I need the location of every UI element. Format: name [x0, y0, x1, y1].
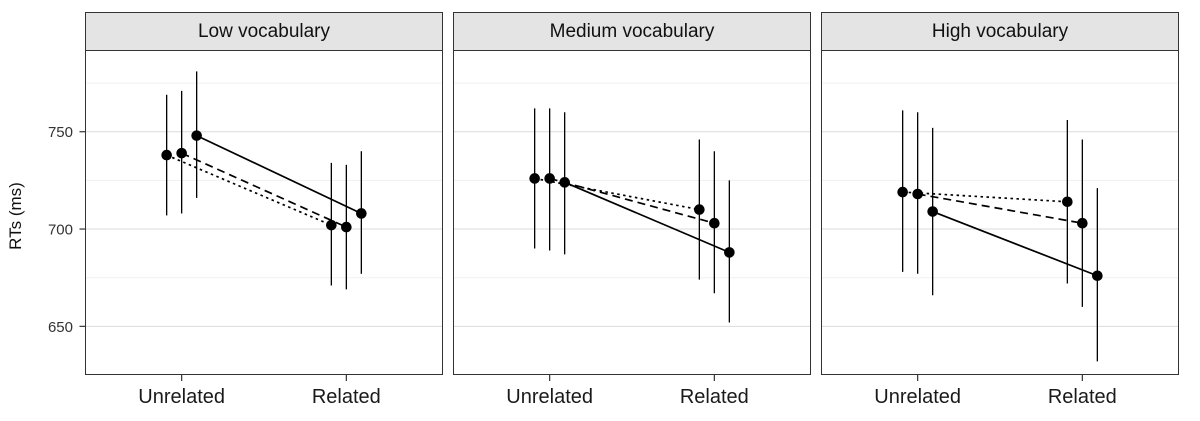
facet-high-vocabulary: High vocabulary Unrelated Related: [821, 12, 1179, 419]
facet-medium-vocabulary: Medium vocabulary Unrelated Related: [453, 12, 811, 419]
y-tick-label: 700: [48, 222, 73, 239]
facet-title: Low vocabulary: [197, 20, 331, 42]
series-line-dashed: [181, 152, 347, 228]
facet-strip: High vocabulary: [821, 12, 1179, 50]
series-line-solid: [932, 210, 1098, 277]
data-point-dotted: [897, 186, 908, 198]
facet-title: Medium vocabulary: [549, 20, 715, 42]
data-point-solid: [1092, 270, 1103, 282]
facet-strip: Low vocabulary: [85, 12, 443, 50]
series-line-dashed: [549, 177, 715, 225]
panel-border: [821, 50, 1179, 375]
panel-border: [453, 50, 811, 375]
y-axis-column: RTs (ms) 650 700 750: [0, 12, 85, 412]
facet-plot-area: [821, 50, 1179, 381]
facet-plot-area: [85, 50, 443, 381]
data-point-dotted: [694, 204, 705, 215]
data-point-solid: [927, 206, 938, 217]
x-tick-label-related: Related: [311, 386, 381, 408]
facet-strip: Medium vocabulary: [453, 12, 811, 50]
x-tick-label-unrelated: Unrelated: [506, 386, 594, 408]
series-line-dotted: [166, 154, 332, 226]
x-tick-label-related: Related: [679, 386, 749, 408]
data-point-dashed: [709, 217, 720, 229]
data-point-dashed: [1077, 217, 1088, 229]
x-axis-labels: Unrelated Related: [85, 383, 443, 419]
x-tick-label-related: Related: [1047, 386, 1117, 408]
facet-low-vocabulary: Low vocabulary Unrelated Related: [85, 12, 443, 419]
data-point-solid: [559, 177, 570, 188]
data-point-solid: [724, 247, 735, 258]
x-axis-labels: Unrelated Related: [821, 383, 1179, 419]
series-line-solid: [564, 181, 730, 254]
y-tick-label: 650: [48, 319, 73, 336]
x-tick-label-unrelated: Unrelated: [874, 386, 962, 408]
x-axis-labels: Unrelated Related: [453, 383, 811, 419]
series-line-dotted: [902, 191, 1068, 203]
data-point-dotted: [326, 219, 337, 231]
series-line-dotted: [534, 177, 700, 211]
data-point-dashed: [912, 188, 923, 200]
y-axis-label: RTs (ms): [6, 182, 25, 250]
data-point-dashed: [176, 147, 187, 159]
panel-border: [85, 50, 443, 375]
series-line-solid: [196, 134, 362, 215]
facet-title: High vocabulary: [931, 20, 1069, 42]
y-tick-label: 750: [48, 124, 73, 141]
facet-panels: Low vocabulary Unrelated Related Medium …: [85, 12, 1179, 419]
axis-spacer: [0, 12, 85, 50]
data-point-dashed: [341, 221, 352, 233]
data-point-solid: [191, 130, 202, 141]
data-point-dotted: [161, 149, 172, 161]
data-point-dashed: [544, 173, 555, 184]
data-point-dotted: [529, 173, 540, 184]
y-axis: 650 700 750: [48, 124, 85, 336]
facet-plot-area: [453, 50, 811, 381]
series-line-dashed: [917, 193, 1083, 225]
data-point-dotted: [1062, 196, 1073, 208]
x-tick-label-unrelated: Unrelated: [138, 386, 226, 408]
data-point-solid: [356, 208, 367, 219]
